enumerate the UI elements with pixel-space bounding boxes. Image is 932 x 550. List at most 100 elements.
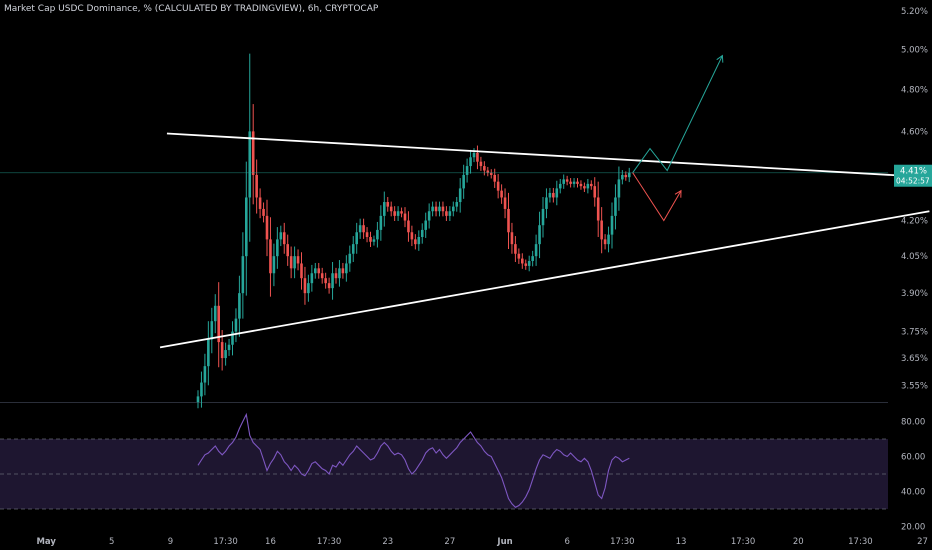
candle (303, 278, 307, 294)
candle (217, 305, 220, 343)
candle (496, 181, 500, 191)
x-tick-label: 9 (168, 537, 173, 547)
candle (548, 192, 552, 198)
candle (507, 208, 510, 233)
y-tick-label: 4.20% (901, 217, 928, 227)
candle (355, 232, 358, 245)
candle (448, 211, 452, 216)
candle (376, 229, 379, 240)
candle (348, 253, 352, 264)
candle (407, 220, 410, 233)
candle (541, 208, 545, 226)
candle (452, 206, 455, 212)
candle (610, 215, 614, 235)
y-tick-label: 3.90% (901, 289, 928, 299)
candle (517, 253, 521, 259)
candle (324, 278, 327, 284)
candle (331, 273, 334, 289)
candle (420, 229, 424, 238)
candle (614, 197, 617, 216)
candle (241, 256, 245, 294)
candle (317, 268, 321, 274)
candle (510, 232, 514, 245)
candle (534, 244, 538, 257)
candle (196, 396, 200, 402)
candle (383, 202, 386, 216)
candle (572, 181, 576, 184)
candle (279, 232, 283, 240)
rsi-tick-label: 40.00 (901, 488, 925, 498)
candle (234, 318, 238, 332)
candle (524, 263, 528, 266)
candle (472, 152, 476, 158)
x-tick-label: 23 (382, 537, 393, 547)
candle (400, 211, 403, 214)
candle (410, 232, 414, 240)
candle (569, 181, 572, 184)
candle (438, 206, 441, 212)
candle (424, 220, 427, 230)
candle (558, 183, 562, 189)
candle (320, 273, 324, 279)
candle (227, 344, 231, 351)
candle (203, 366, 207, 383)
projection-down-arrow-arrowhead (674, 189, 682, 198)
x-tick-label: 27 (444, 537, 455, 547)
candle (338, 268, 341, 279)
x-tick-label: 17:30 (317, 537, 342, 547)
candle (207, 339, 210, 367)
chart-title: Market Cap USDC Dominance, % (CALCULATED… (4, 4, 379, 14)
candle (379, 215, 383, 230)
candle (514, 244, 517, 254)
y-tick-label: 4.05% (901, 252, 928, 262)
current-price-badge (894, 164, 932, 187)
candle (500, 190, 503, 198)
rsi-tick-label: 20.00 (901, 523, 925, 533)
candle (245, 197, 248, 257)
candle (486, 170, 490, 173)
x-tick-label: 27 (917, 537, 928, 547)
candle (441, 206, 445, 212)
candle (624, 174, 628, 178)
candle (358, 225, 362, 233)
candle (224, 350, 227, 359)
candle (489, 172, 493, 175)
candle (276, 239, 279, 257)
y-tick-label: 4.60% (901, 127, 928, 137)
candle (341, 268, 345, 274)
candle (600, 220, 603, 240)
y-tick-label: 5.20% (901, 7, 928, 17)
candle (300, 263, 303, 279)
candle (427, 211, 431, 221)
candle (362, 225, 365, 233)
candle (286, 244, 289, 257)
x-tick-label: 6 (564, 537, 569, 547)
candle (565, 179, 569, 182)
y-tick-label: 4.80% (901, 86, 928, 96)
candle (403, 213, 407, 221)
y-tick-label: 3.65% (901, 354, 928, 364)
candle (262, 208, 265, 216)
candle (365, 232, 369, 238)
candle (393, 211, 396, 216)
candle (272, 256, 276, 274)
x-tick-label: 13 (676, 537, 687, 547)
candle (417, 237, 421, 245)
y-tick-label: 5.00% (901, 46, 928, 56)
candle (552, 192, 555, 198)
candle (293, 256, 296, 269)
candle (282, 232, 286, 245)
candle (231, 331, 234, 345)
candle (531, 256, 534, 262)
candle (476, 152, 479, 162)
candle (351, 244, 355, 254)
candle (369, 237, 372, 242)
candle (269, 239, 272, 274)
candle (248, 131, 252, 198)
x-tick-label: 20 (793, 537, 804, 547)
y-tick-label: 3.75% (901, 328, 928, 338)
upper-trendline (166, 132, 930, 179)
candle (389, 206, 393, 212)
candle (590, 183, 593, 187)
